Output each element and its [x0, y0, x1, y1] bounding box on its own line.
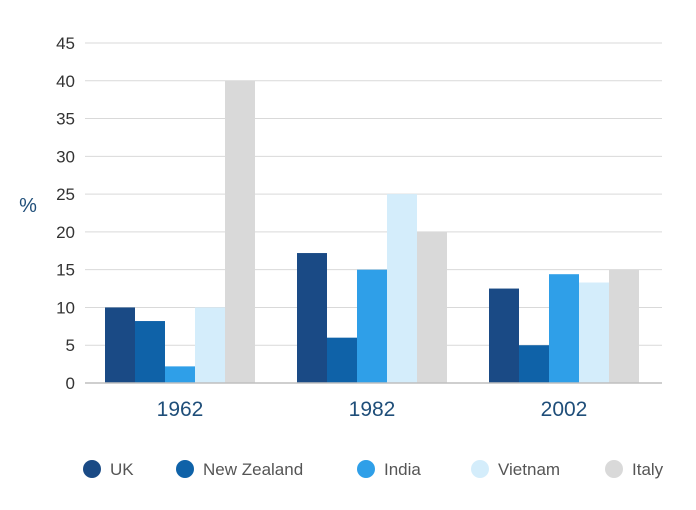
bar-italy-1982 — [417, 231, 447, 383]
legend-label: UK — [110, 460, 134, 479]
y-tick-label: 45 — [56, 34, 75, 53]
y-tick-label: 0 — [66, 374, 75, 393]
legend-label: India — [384, 460, 421, 479]
bars — [105, 80, 639, 384]
x-axis-categories: 1962 1982 2002 — [157, 398, 588, 421]
legend-swatch — [83, 460, 101, 478]
y-tick-label: 25 — [56, 185, 75, 204]
y-tick-label: 40 — [56, 72, 75, 91]
bar-new-zealand-1962 — [135, 321, 165, 383]
y-tick-label: 30 — [56, 147, 75, 166]
legend-label: Italy — [632, 460, 664, 479]
bar-india-1962 — [165, 366, 195, 383]
legend-swatch — [471, 460, 489, 478]
legend-item-india: India — [357, 460, 421, 479]
y-tick-label: 5 — [66, 336, 75, 355]
bar-italy-1962 — [225, 80, 255, 384]
legend-swatch — [176, 460, 194, 478]
bar-uk-2002 — [489, 288, 519, 383]
y-tick-label: 20 — [56, 223, 75, 242]
x-category-label: 1982 — [349, 398, 396, 421]
bar-uk-1962 — [105, 307, 135, 383]
y-tick-label: 10 — [56, 298, 75, 317]
y-axis-ticks: 0 5 10 15 20 25 30 35 40 45 — [56, 34, 75, 393]
bar-india-1982 — [357, 269, 387, 383]
bar-vietnam-1982 — [387, 194, 417, 383]
bar-italy-2002 — [609, 269, 639, 383]
bar-uk-1982 — [297, 253, 327, 383]
x-category-label: 1962 — [157, 398, 204, 421]
legend-item-italy: Italy — [605, 460, 664, 479]
legend: UK New Zealand India Vietnam Italy — [83, 460, 664, 479]
x-category-label: 2002 — [541, 398, 588, 421]
bar-new-zealand-1982 — [327, 337, 357, 383]
legend-label: Vietnam — [498, 460, 560, 479]
legend-item-new-zealand: New Zealand — [176, 460, 303, 479]
bar-vietnam-2002 — [579, 282, 609, 383]
bar-vietnam-1962 — [195, 307, 225, 383]
y-tick-label: 15 — [56, 261, 75, 280]
legend-label: New Zealand — [203, 460, 303, 479]
legend-swatch — [357, 460, 375, 478]
gridlines — [85, 42, 662, 346]
legend-item-uk: UK — [83, 460, 134, 479]
y-axis-label: % — [19, 195, 37, 217]
legend-swatch — [605, 460, 623, 478]
legend-item-vietnam: Vietnam — [471, 460, 560, 479]
bar-new-zealand-2002 — [519, 345, 549, 383]
y-tick-label: 35 — [56, 110, 75, 129]
bar-india-2002 — [549, 274, 579, 383]
